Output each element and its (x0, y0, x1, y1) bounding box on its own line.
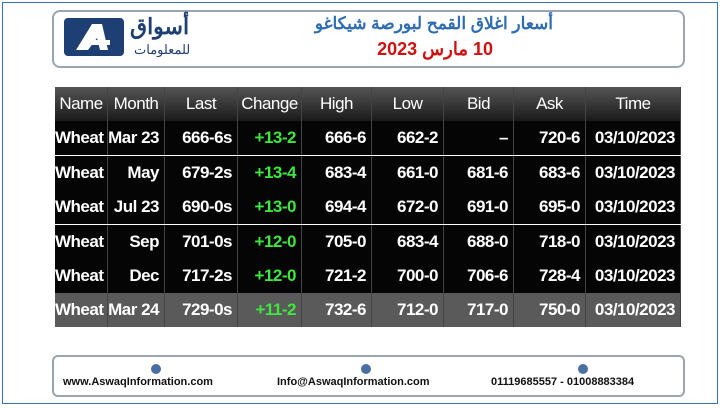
ask-cell: 718-0 (514, 224, 586, 259)
title: أسعار اغلاق القمح لبورصة شيكاغو (314, 14, 553, 33)
bid-cell: 681-6 (444, 155, 514, 190)
high-cell: 705-0 (302, 224, 372, 259)
time-cell: 03/10/2023 (586, 224, 681, 259)
last-cell: 717-2s (165, 259, 238, 293)
prices-table: Name Month Last Change High Low Bid Ask Time Whea… (55, 87, 681, 328)
month-cell: Mar 24 (108, 293, 165, 328)
column-header: Name (55, 87, 108, 121)
phone-icon (578, 364, 588, 374)
column-header: Last (165, 87, 238, 121)
column-header: Bid (444, 87, 514, 121)
page: أسواق للمعلومات أسعار اغلاق القمح لبورصة… (2, 2, 718, 404)
last-cell: 679-2s (165, 155, 238, 190)
bid-cell: 691-0 (444, 190, 514, 225)
logo-sub: للمعلومات (134, 42, 191, 57)
time-cell: 03/10/2023 (586, 155, 681, 190)
email: Info@AswaqInformation.com (277, 376, 430, 388)
bid-cell: – (444, 121, 514, 156)
time-cell: 03/10/2023 (586, 121, 681, 156)
last-cell: 666-6s (165, 121, 238, 156)
column-header: Low (372, 87, 444, 121)
change-cell: +13-0 (238, 190, 302, 225)
phone: 01119685557 - 01008883384 (491, 376, 635, 388)
name-cell: Wheat (55, 155, 108, 190)
month-cell: Dec 23 (108, 259, 165, 319)
name-cell: Wheat (55, 121, 108, 156)
high-cell: 666-6 (302, 121, 372, 156)
ask-cell: 728-4 (514, 259, 586, 293)
time-cell: 03/10/2023 (586, 190, 681, 225)
column-header: High (302, 87, 372, 121)
ask-cell: 695-0 (514, 190, 586, 225)
last-cell: 729-0s (165, 293, 238, 328)
ask-cell: 750-0 (514, 293, 586, 328)
logo-name: أسواق (130, 14, 190, 39)
last-cell: 690-0s (165, 190, 238, 225)
low-cell: 672-0 (372, 190, 444, 225)
column-header: Month (108, 87, 165, 121)
bid-cell: 688-0 (444, 224, 514, 259)
low-cell: 662-2 (372, 121, 444, 156)
footer-box (52, 355, 685, 397)
high-cell: 721-2 (302, 259, 372, 293)
bid-cell: 706-6 (444, 259, 514, 293)
month-cell: Mar 23 (108, 121, 165, 156)
date: 10 مارس 2023 (377, 39, 493, 59)
time-cell: 03/10/2023 (586, 293, 681, 328)
name-cell: Wheat (55, 190, 108, 225)
month-cell: May 23 (108, 155, 165, 216)
low-cell: 712-0 (372, 293, 444, 328)
month-cell: Sep 23 (108, 224, 165, 285)
website: www.AswaqInformation.com (63, 376, 213, 388)
change-cell: +11-2 (238, 293, 302, 328)
change-cell: +12-0 (238, 224, 302, 259)
header-box: أسواق للمعلومات أسعار اغلاق القمح لبورصة… (52, 10, 685, 68)
time-cell: 03/10/2023 (586, 259, 681, 293)
high-cell: 732-6 (302, 293, 372, 328)
low-cell: 683-4 (372, 224, 444, 259)
change-cell: +13-4 (238, 155, 302, 190)
column-header: Ask (514, 87, 586, 121)
ask-cell: 720-6 (514, 121, 586, 156)
change-cell: +13-2 (238, 121, 302, 156)
logo-mark (64, 18, 124, 56)
last-cell: 701-0s (165, 224, 238, 259)
high-cell: 683-4 (302, 155, 372, 190)
name-cell: Wheat (55, 224, 108, 259)
name-cell: Wheat (55, 293, 108, 328)
web-icon (151, 364, 161, 374)
low-cell: 700-0 (372, 259, 444, 293)
name-cell: Wheat (55, 259, 108, 293)
mail-icon (361, 364, 371, 374)
column-header: Change (238, 87, 302, 121)
bid-cell: 717-0 (444, 293, 514, 328)
month-cell: Jul 23 (108, 190, 165, 225)
low-cell: 661-0 (372, 155, 444, 190)
change-cell: +12-0 (238, 259, 302, 293)
column-header: Time (586, 87, 681, 121)
ask-cell: 683-6 (514, 155, 586, 190)
high-cell: 694-4 (302, 190, 372, 225)
